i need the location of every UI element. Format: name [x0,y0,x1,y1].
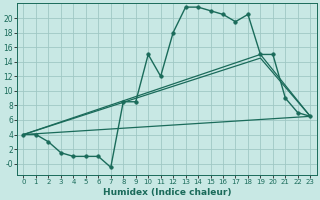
X-axis label: Humidex (Indice chaleur): Humidex (Indice chaleur) [103,188,231,197]
